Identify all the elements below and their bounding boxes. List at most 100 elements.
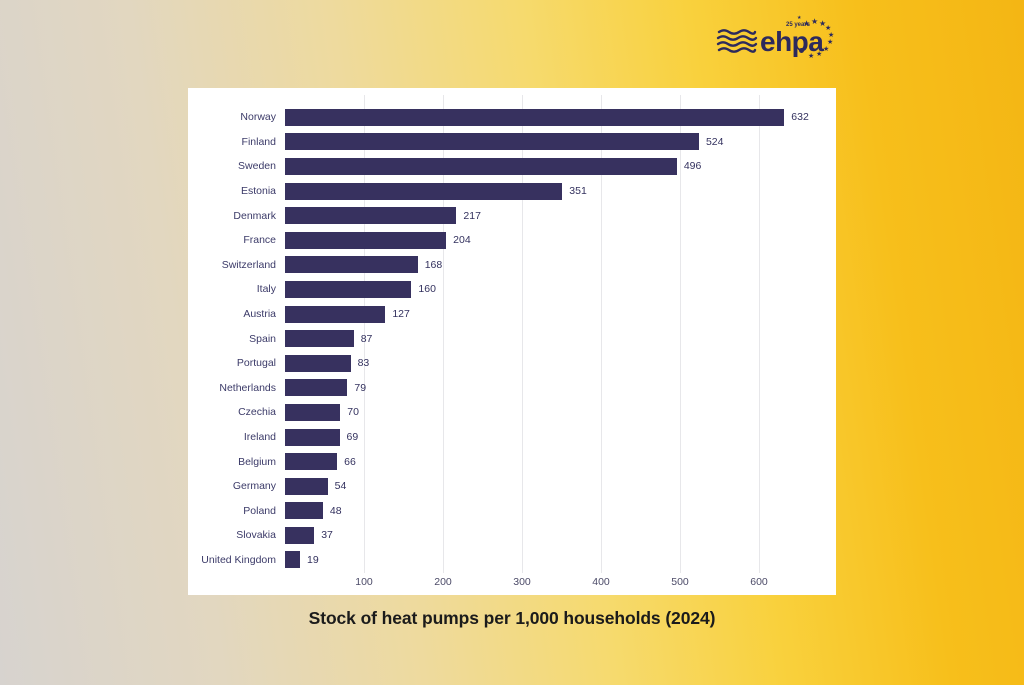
chart-row: Norway 632 — [188, 105, 836, 130]
chart-row: Slovakia 37 — [188, 523, 836, 548]
logo-dot — [799, 48, 804, 53]
category-label: Finland — [241, 135, 276, 148]
value-label: 69 — [346, 431, 359, 444]
value-label: 54 — [334, 480, 347, 493]
value-label: 83 — [357, 357, 370, 370]
chart-row: Netherlands 79 — [188, 376, 836, 401]
value-label: 127 — [392, 308, 410, 321]
chart-row: Poland 48 — [188, 499, 836, 524]
gridline — [364, 95, 365, 573]
bar — [285, 477, 328, 495]
bar-track: 66 — [285, 449, 836, 474]
logo-anniversary-text: 25 years — [786, 22, 811, 28]
bar-track: 19 — [285, 548, 836, 573]
category-label: Spain — [249, 332, 276, 345]
value-label: 496 — [683, 160, 702, 173]
bar — [285, 330, 354, 348]
category-label: Norway — [240, 111, 276, 124]
bar-track: 168 — [285, 253, 836, 278]
bar-track: 524 — [285, 130, 836, 155]
x-tick-label: 600 — [750, 576, 768, 589]
chart-row: Austria 127 — [188, 302, 836, 327]
bar — [285, 280, 412, 298]
category-label: Denmark — [233, 209, 276, 222]
chart-row: United Kingdom 19 — [188, 548, 836, 573]
value-label: 217 — [463, 209, 481, 222]
chart-row: Estonia 351 — [188, 179, 836, 204]
bar — [285, 231, 447, 249]
chart-row: Belgium 66 — [188, 449, 836, 474]
chart-row: Switzerland 168 — [188, 253, 836, 278]
chart-row: Czechia 70 — [188, 400, 836, 425]
category-label: Netherlands — [219, 381, 276, 394]
category-label: Italy — [256, 283, 276, 296]
category-label: Czechia — [238, 406, 276, 419]
waves-icon — [716, 22, 758, 59]
x-tick-label: 100 — [355, 576, 373, 589]
value-label: 524 — [705, 135, 724, 148]
chart-row: Spain 87 — [188, 326, 836, 351]
chart-row: Ireland 69 — [188, 425, 836, 450]
gridline — [601, 95, 602, 573]
gridline — [680, 95, 681, 573]
bar-track: 351 — [285, 179, 836, 204]
bar-track: 217 — [285, 203, 836, 228]
value-label: 79 — [354, 381, 367, 394]
bar — [285, 354, 351, 372]
category-label: Belgium — [238, 455, 276, 468]
value-label: 87 — [360, 332, 373, 345]
bar-track: 127 — [285, 302, 836, 327]
chart-row: France 204 — [188, 228, 836, 253]
category-label: Germany — [232, 480, 276, 493]
bar — [285, 526, 315, 544]
bar-track: 37 — [285, 523, 836, 548]
chart-row: Portugal 83 — [188, 351, 836, 376]
category-label: Switzerland — [221, 258, 276, 271]
category-label: Poland — [243, 504, 276, 517]
category-label: Austria — [243, 308, 276, 321]
bar-track: 54 — [285, 474, 836, 499]
bar — [285, 403, 341, 421]
bar-track: 87 — [285, 326, 836, 351]
chart-row: Italy 160 — [188, 277, 836, 302]
chart-row: Denmark 217 — [188, 203, 836, 228]
bar — [285, 256, 418, 274]
chart-row: Finland 524 — [188, 130, 836, 155]
bar — [285, 428, 340, 446]
chart-row: Germany 54 — [188, 474, 836, 499]
bar-track: 70 — [285, 400, 836, 425]
bar — [285, 182, 563, 200]
bar-track: 48 — [285, 499, 836, 524]
bar-track: 79 — [285, 376, 836, 401]
category-label: United Kingdom — [201, 553, 276, 566]
gridline — [443, 95, 444, 573]
logo-brand-text: ehpa — [760, 26, 824, 57]
bar — [285, 453, 338, 471]
category-label: Estonia — [240, 185, 276, 198]
bar — [285, 551, 300, 569]
value-label: 66 — [344, 455, 356, 468]
gridline — [522, 95, 523, 573]
bar — [285, 502, 323, 520]
value-label: 351 — [569, 185, 587, 198]
chart-rows: Norway 632 Finland 524 Sweden 496 Estonia 351 De… — [188, 105, 836, 572]
category-label: France — [243, 234, 276, 247]
category-label: Slovakia — [236, 529, 276, 542]
bar — [285, 207, 457, 225]
x-tick-label: 400 — [592, 576, 610, 589]
bar-track: 204 — [285, 228, 836, 253]
category-label: Ireland — [243, 431, 276, 444]
value-label: 70 — [347, 406, 359, 419]
bar — [285, 108, 785, 126]
x-tick-label: 200 — [434, 576, 452, 589]
chart-card: Norway 632 Finland 524 Sweden 496 Estonia 351 De… — [188, 88, 836, 595]
bar — [285, 305, 386, 323]
category-label: Portugal — [236, 357, 276, 370]
bar-track: 69 — [285, 425, 836, 450]
chart-caption: Stock of heat pumps per 1,000 households… — [308, 608, 716, 628]
bar — [285, 379, 348, 397]
bar — [285, 133, 699, 151]
value-label: 37 — [321, 529, 333, 542]
value-label: 48 — [329, 504, 342, 517]
value-label: 632 — [791, 111, 809, 124]
